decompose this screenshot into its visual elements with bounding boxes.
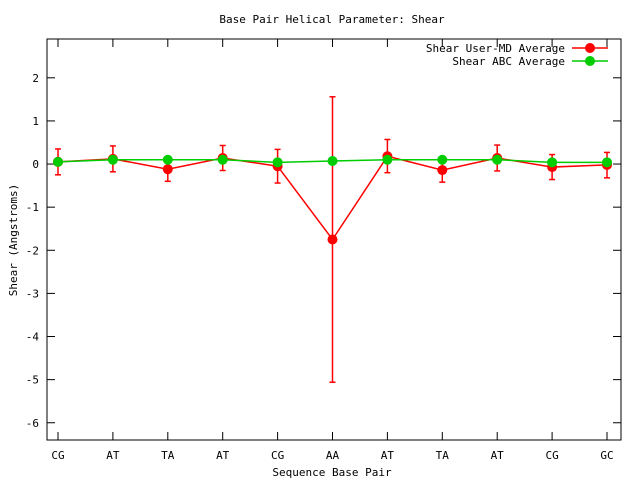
data-point [382, 154, 393, 165]
x-tick-label: CG [545, 449, 558, 462]
plot-frame [46, 38, 622, 441]
x-tick-label: TA [161, 449, 175, 462]
data-point [437, 165, 448, 176]
y-axis-ticks: -6 -5 -4 -3 -2 -1 0 1 2 [26, 72, 621, 430]
data-point [217, 154, 228, 165]
series-user-md [53, 96, 612, 383]
data-point [272, 157, 283, 168]
x-tick-label: AA [326, 449, 340, 462]
x-tick-label: CG [51, 449, 64, 462]
legend-label: Shear ABC Average [452, 55, 565, 68]
y-tick-label: -2 [26, 244, 39, 257]
legend-label: Shear User-MD Average [426, 42, 565, 55]
data-point [162, 154, 173, 165]
y-tick-label: 2 [32, 72, 39, 85]
x-tick-label: GC [600, 449, 613, 462]
x-tick-label: AT [106, 449, 120, 462]
x-axis-ticks: CG AT TA AT CG AA AT TA AT CG GC [51, 39, 614, 462]
plot-axes [46, 38, 622, 441]
y-tick-label: -1 [26, 201, 39, 214]
data-point [53, 156, 63, 167]
x-tick-label: AT [491, 449, 505, 462]
data-point [162, 164, 173, 175]
x-tick-label: TA [436, 449, 450, 462]
y-tick-label: 0 [32, 158, 39, 171]
data-point [437, 154, 448, 165]
x-tick-label: AT [381, 449, 395, 462]
y-axis-label: Shear (Angstroms) [7, 184, 20, 297]
data-point [107, 154, 118, 165]
series-layer [53, 96, 612, 383]
data-point [492, 154, 503, 165]
data-point [327, 156, 338, 167]
y-tick-label: -6 [26, 417, 39, 430]
chart-title: Base Pair Helical Parameter: Shear [219, 13, 445, 26]
legend-marker [585, 43, 595, 53]
x-tick-label: CG [271, 449, 284, 462]
data-point [547, 157, 558, 168]
y-tick-label: -5 [26, 374, 39, 387]
y-tick-label: -3 [26, 287, 39, 300]
x-tick-label: AT [216, 449, 230, 462]
series-abc [53, 154, 612, 168]
y-tick-label: 1 [32, 115, 39, 128]
x-axis-label: Sequence Base Pair [272, 466, 392, 479]
y-tick-label: -4 [26, 331, 40, 344]
data-point [602, 157, 612, 168]
legend-marker [585, 56, 595, 66]
data-point [327, 234, 338, 245]
